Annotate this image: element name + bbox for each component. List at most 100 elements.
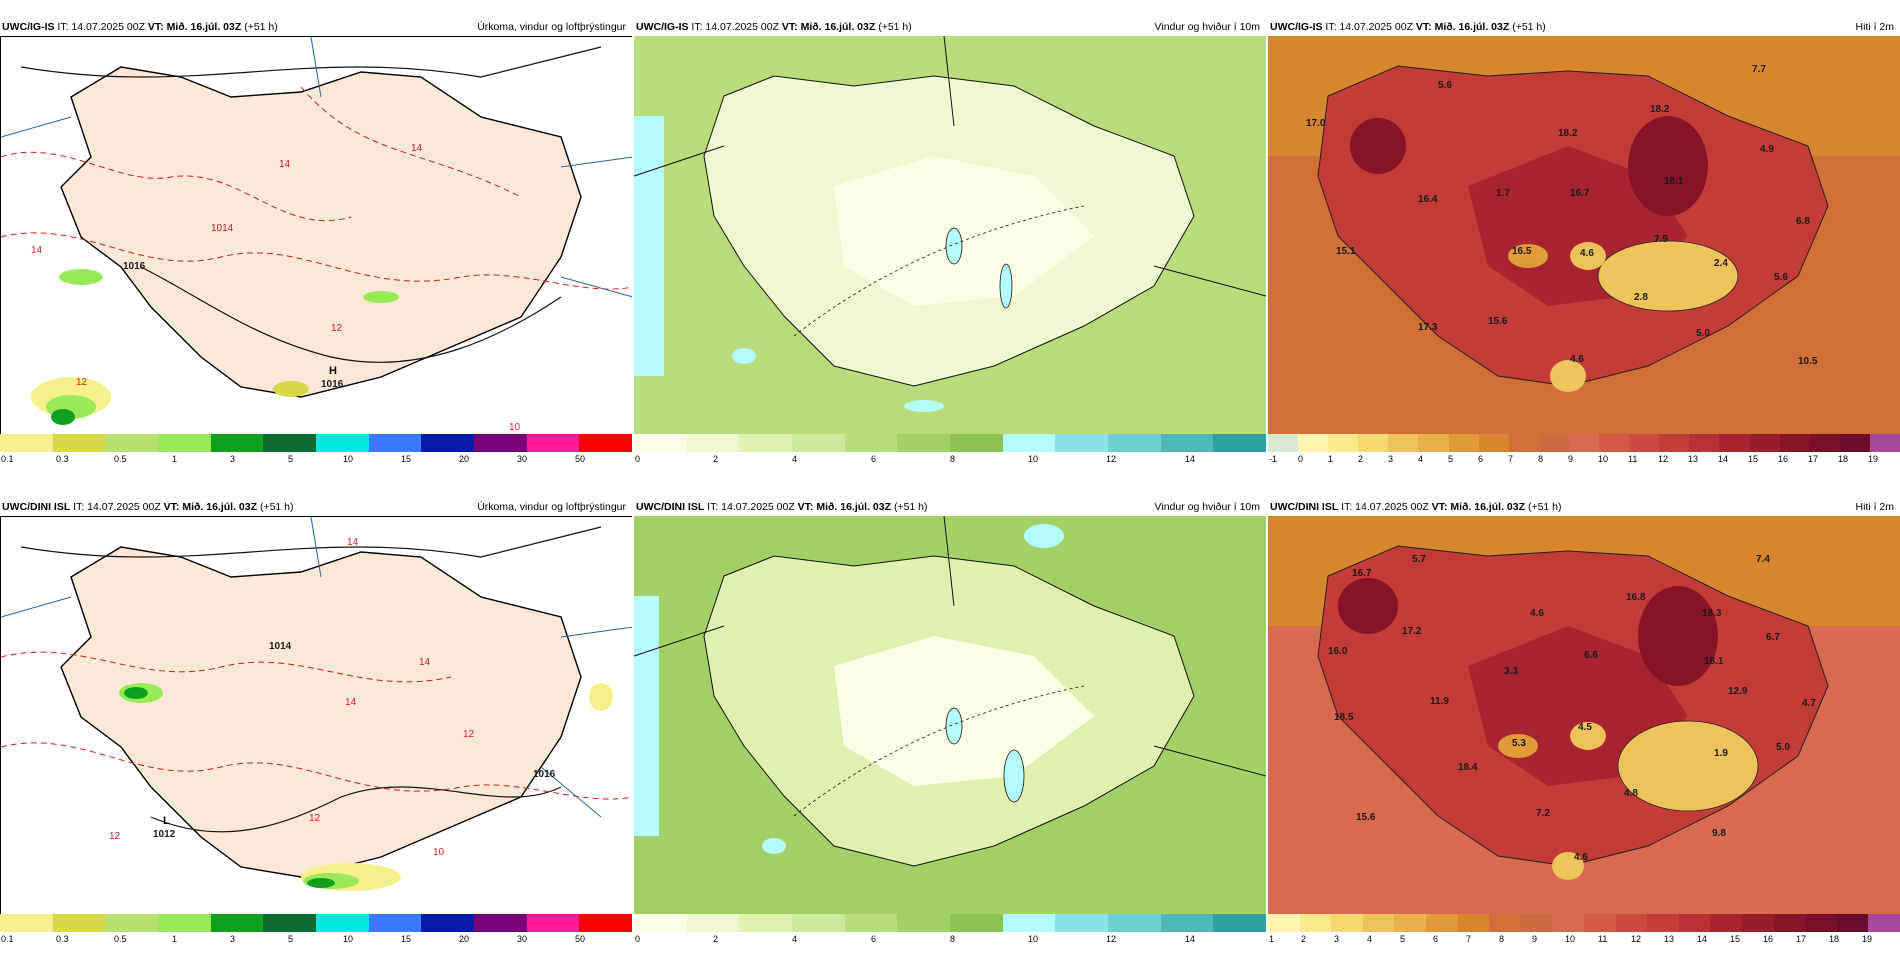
model-name: UWC/IG-IS <box>636 21 689 33</box>
temp-value: 5.6 <box>1774 272 1788 283</box>
panel-title: Hiti í 2m <box>1855 501 1894 513</box>
temp-value: 6.7 <box>1766 632 1780 643</box>
high-pressure-marker: H <box>329 365 337 377</box>
temp-value: 16.5 <box>1512 246 1532 257</box>
temp-value: 11.9 <box>1430 696 1449 707</box>
temp-value: 16.8 <box>1626 592 1646 603</box>
temp-value: 16.7 <box>1352 568 1372 579</box>
temp-value: 18.4 <box>1458 762 1478 773</box>
wind-colorbar-ticks: 0 2 4 6 8 10 12 14 <box>635 454 1196 464</box>
wind-map-svg <box>634 36 1266 434</box>
temp-value: 9.8 <box>1712 828 1726 839</box>
temp-value: 7.9 <box>1654 234 1668 245</box>
lead-time: (+51 h) <box>893 501 928 513</box>
temp-value: 7.7 <box>1752 64 1766 75</box>
temp-value: 1.7 <box>1496 188 1510 199</box>
model-name: UWC/DINI ISL <box>636 501 705 513</box>
temp-map-svg <box>1268 516 1900 914</box>
temp-map: 5.6 7.7 17.0 18.2 18.2 4.9 16.4 1.7 16.7… <box>1268 36 1900 434</box>
temp-value: 5.0 <box>1776 742 1790 753</box>
vt-label: VT: <box>781 21 798 33</box>
wind-map <box>634 36 1266 434</box>
pressure-label: 14 <box>31 245 43 256</box>
panel-title: Hiti í 2m <box>1855 21 1894 33</box>
temp-value: 1.9 <box>1714 748 1728 759</box>
low-pressure-value: 1012 <box>153 829 176 840</box>
vt-label: VT: <box>1431 501 1448 513</box>
precip-panel-bottom: UWC/DINI ISL IT: 14.07.2025 00Z VT: Mið.… <box>0 480 632 956</box>
temp-colorbar-ticks: -1 0 1 2 3 4 5 6 7 8 9 10 11 12 13 14 15 16 17 18 19 <box>1269 454 1879 464</box>
temp-value: 15.1 <box>1336 246 1356 257</box>
pressure-label: 10 <box>433 847 445 858</box>
init-time: IT: 14.07.2025 00Z <box>1325 21 1413 33</box>
isobar-label: 1016 <box>533 769 556 780</box>
temp-colorbar <box>1268 434 1900 452</box>
temp-value: 4.6 <box>1530 608 1544 619</box>
temp-value: 4.8 <box>1624 788 1638 799</box>
temp-value: 18.5 <box>1334 712 1354 723</box>
temp-value: 18.1 <box>1704 656 1724 667</box>
temp-value: 2.4 <box>1714 258 1728 269</box>
pressure-label: 1014 <box>211 223 234 234</box>
temp-value: 6.8 <box>1796 216 1810 227</box>
wind-panel-top: UWC/IG-IS IT: 14.07.2025 00Z VT: Mið. 16… <box>634 0 1266 476</box>
valid-time: Mið. 16.júl. 03Z <box>182 501 258 513</box>
lead-time: (+51 h) <box>244 21 278 33</box>
temp-value: 5.0 <box>1696 328 1710 339</box>
temp-value: 17.3 <box>1418 322 1438 333</box>
precip-map-svg <box>1 37 632 435</box>
temp-colorbar <box>1268 914 1900 932</box>
wind-map <box>634 516 1266 914</box>
precip-colorbar <box>0 914 632 932</box>
lead-time: (+51 h) <box>259 501 294 513</box>
temp-colorbar-ticks: 1 2 3 4 5 6 7 8 9 10 11 12 13 14 15 16 17 18 19 <box>1269 934 1873 944</box>
precip-panel-top: UWC/IG-IS IT: 14.07.2025 00Z VT: Mið. 16… <box>0 0 632 476</box>
panel-title: Vindur og hviður í 10m <box>1154 21 1260 33</box>
pressure-label: 14 <box>419 657 431 668</box>
model-name: UWC/IG-IS <box>1270 21 1323 33</box>
isobar-label: 1016 <box>123 261 146 272</box>
panel-header: UWC/IG-IS IT: 14.07.2025 00Z VT: Mið. 16… <box>2 19 630 35</box>
vt-label: VT: <box>147 21 164 33</box>
panel-header: UWC/DINI ISL IT: 14.07.2025 00Z VT: Mið.… <box>1270 499 1898 515</box>
temp-value: 18.2 <box>1558 128 1578 139</box>
temp-value: 17.0 <box>1306 118 1326 129</box>
temp-value: 15.6 <box>1488 316 1508 327</box>
wind-colorbar-ticks: 0 2 4 6 8 10 12 14 <box>635 934 1196 944</box>
valid-time: Mið. 16.júl. 03Z <box>1450 501 1526 513</box>
pressure-label: 12 <box>309 813 321 824</box>
precip-map: 14 14 14 12 12 12 10 1014 1016 L 1012 <box>0 516 632 915</box>
temp-value: 6.6 <box>1584 650 1598 661</box>
vt-label: VT: <box>1415 21 1432 33</box>
vt-label: VT: <box>797 501 814 513</box>
panel-title: Úrkoma, vindur og loftþrýstingur <box>477 501 626 513</box>
precip-map: 14 14 1014 14 12 12 10 1016 H 1016 <box>0 36 632 435</box>
temp-value: 7.2 <box>1536 808 1550 819</box>
panel-header: UWC/DINI ISL IT: 14.07.2025 00Z VT: Mið.… <box>2 499 630 515</box>
precip-colorbar <box>0 434 632 452</box>
temp-map: 5.7 7.4 16.7 16.8 18.3 17.2 4.6 6.7 16.0… <box>1268 516 1900 914</box>
low-pressure-marker: L <box>163 815 170 827</box>
wind-map-svg <box>634 516 1266 914</box>
temp-value: 3.3 <box>1504 666 1518 677</box>
init-time: IT: 14.07.2025 00Z <box>707 501 795 513</box>
panel-title: Úrkoma, vindur og loftþrýstingur <box>477 21 626 33</box>
lead-time: (+51 h) <box>1527 501 1562 513</box>
temp-value: 4.6 <box>1580 248 1594 259</box>
isobar-label: 1014 <box>269 641 292 652</box>
temp-value: 18.3 <box>1702 608 1722 619</box>
temp-map-svg <box>1268 36 1900 434</box>
temp-value: 4.5 <box>1578 722 1592 733</box>
panel-header: UWC/IG-IS IT: 14.07.2025 00Z VT: Mið. 16… <box>636 19 1264 35</box>
temp-value: 17.2 <box>1402 626 1422 637</box>
pressure-label: 14 <box>347 537 359 548</box>
pressure-label: 14 <box>279 159 291 170</box>
temp-value: 4.6 <box>1570 354 1584 365</box>
vt-label: VT: <box>163 501 180 513</box>
model-name: UWC/IG-IS <box>2 21 55 33</box>
temp-value: 15.6 <box>1356 812 1376 823</box>
panel-header: UWC/DINI ISL IT: 14.07.2025 00Z VT: Mið.… <box>636 499 1264 515</box>
temp-value: 18.1 <box>1664 176 1684 187</box>
wind-colorbar <box>634 434 1266 452</box>
panel-title: Vindur og hviður í 10m <box>1154 501 1260 513</box>
